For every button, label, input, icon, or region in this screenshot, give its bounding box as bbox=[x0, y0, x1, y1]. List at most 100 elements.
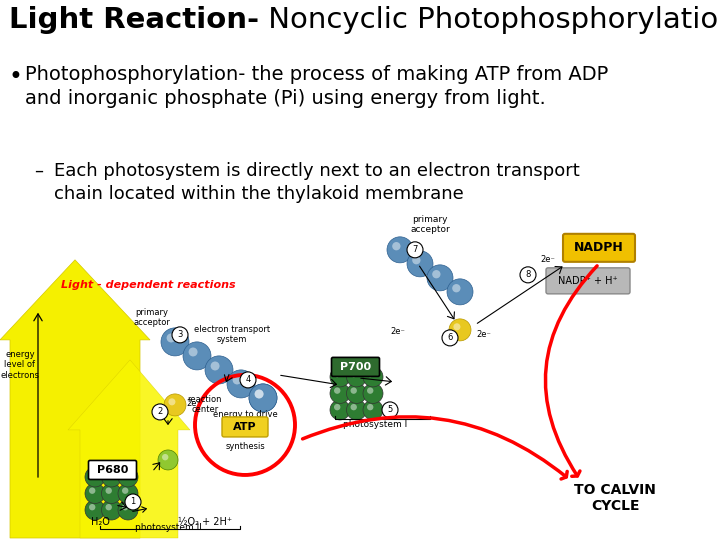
Circle shape bbox=[249, 384, 277, 412]
Circle shape bbox=[447, 279, 473, 305]
FancyBboxPatch shape bbox=[331, 357, 379, 376]
Circle shape bbox=[351, 371, 357, 377]
Circle shape bbox=[334, 371, 341, 377]
Text: 6: 6 bbox=[447, 333, 453, 342]
Text: TO CALVIN
CYCLE: TO CALVIN CYCLE bbox=[574, 483, 656, 513]
Circle shape bbox=[102, 467, 122, 487]
Circle shape bbox=[520, 267, 536, 283]
Text: 2e⁻: 2e⁻ bbox=[540, 255, 555, 265]
Circle shape bbox=[161, 328, 189, 356]
Text: P680: P680 bbox=[96, 465, 128, 475]
Polygon shape bbox=[0, 260, 150, 538]
Circle shape bbox=[351, 387, 357, 394]
Circle shape bbox=[152, 404, 168, 420]
Circle shape bbox=[166, 334, 176, 342]
Text: P700: P700 bbox=[340, 362, 371, 372]
Text: 2e⁻: 2e⁻ bbox=[476, 330, 491, 339]
Circle shape bbox=[412, 256, 420, 265]
Circle shape bbox=[363, 400, 383, 420]
Circle shape bbox=[449, 319, 471, 341]
Circle shape bbox=[367, 371, 374, 377]
Circle shape bbox=[330, 367, 350, 387]
Text: 2e⁻: 2e⁻ bbox=[186, 400, 201, 408]
Circle shape bbox=[164, 394, 186, 416]
Circle shape bbox=[255, 389, 264, 399]
Circle shape bbox=[106, 504, 112, 510]
Circle shape bbox=[407, 251, 433, 277]
Circle shape bbox=[118, 500, 138, 520]
FancyBboxPatch shape bbox=[222, 417, 268, 437]
Circle shape bbox=[249, 384, 277, 412]
Circle shape bbox=[367, 387, 374, 394]
Text: ATP: ATP bbox=[233, 422, 257, 432]
Circle shape bbox=[122, 504, 128, 510]
Text: primary
acceptor: primary acceptor bbox=[410, 215, 450, 234]
Circle shape bbox=[89, 488, 95, 494]
Circle shape bbox=[346, 400, 366, 420]
Circle shape bbox=[89, 471, 95, 477]
Text: Noncyclic Photophosphorylation: Noncyclic Photophosphorylation bbox=[258, 6, 720, 35]
Circle shape bbox=[452, 284, 461, 292]
Text: 8: 8 bbox=[526, 271, 531, 279]
Text: synthesis: synthesis bbox=[225, 442, 265, 451]
Text: Each photosystem is directly next to an electron transport
chain located within : Each photosystem is directly next to an … bbox=[54, 162, 580, 203]
Circle shape bbox=[233, 375, 242, 384]
Text: primary
acceptor: primary acceptor bbox=[134, 308, 171, 327]
Circle shape bbox=[334, 387, 341, 394]
Text: –: – bbox=[35, 162, 44, 180]
Circle shape bbox=[125, 494, 141, 510]
Text: NADPH: NADPH bbox=[574, 241, 624, 254]
Text: reaction
center: reaction center bbox=[188, 395, 222, 414]
Circle shape bbox=[85, 483, 105, 503]
Circle shape bbox=[346, 367, 366, 387]
Circle shape bbox=[432, 270, 441, 278]
Text: 2e⁻: 2e⁻ bbox=[390, 327, 405, 336]
Circle shape bbox=[363, 367, 383, 387]
Text: H₂O: H₂O bbox=[91, 517, 109, 527]
Circle shape bbox=[330, 383, 350, 403]
Text: photosystem II: photosystem II bbox=[135, 523, 202, 532]
Circle shape bbox=[255, 389, 264, 399]
FancyBboxPatch shape bbox=[563, 234, 635, 262]
Text: NADP⁺ + H⁺: NADP⁺ + H⁺ bbox=[558, 276, 618, 286]
Circle shape bbox=[122, 471, 128, 477]
Circle shape bbox=[407, 242, 423, 258]
Circle shape bbox=[118, 467, 138, 487]
Circle shape bbox=[346, 383, 366, 403]
Circle shape bbox=[351, 404, 357, 410]
Circle shape bbox=[205, 356, 233, 384]
Text: Photophosphorylation- the process of making ATP from ADP
and inorganic phosphate: Photophosphorylation- the process of mak… bbox=[25, 65, 608, 108]
FancyBboxPatch shape bbox=[546, 268, 630, 294]
Circle shape bbox=[102, 500, 122, 520]
Text: ½O₂ + 2H⁺: ½O₂ + 2H⁺ bbox=[178, 517, 232, 527]
Circle shape bbox=[240, 372, 256, 388]
Circle shape bbox=[227, 370, 255, 398]
Circle shape bbox=[367, 404, 374, 410]
Text: 1: 1 bbox=[130, 497, 135, 507]
Circle shape bbox=[334, 404, 341, 410]
Text: 5: 5 bbox=[387, 406, 392, 414]
Polygon shape bbox=[68, 360, 190, 538]
Text: Light - dependent reactions: Light - dependent reactions bbox=[60, 280, 235, 290]
Circle shape bbox=[85, 467, 105, 487]
Circle shape bbox=[442, 330, 458, 346]
Text: energy
level of
electrons: energy level of electrons bbox=[1, 350, 40, 380]
Circle shape bbox=[122, 488, 128, 494]
Circle shape bbox=[106, 471, 112, 477]
Circle shape bbox=[189, 347, 197, 356]
Text: 4: 4 bbox=[246, 375, 251, 384]
Circle shape bbox=[363, 383, 383, 403]
Circle shape bbox=[454, 323, 461, 330]
Circle shape bbox=[158, 450, 178, 470]
FancyBboxPatch shape bbox=[89, 461, 137, 480]
Circle shape bbox=[118, 483, 138, 503]
Text: •: • bbox=[9, 65, 22, 89]
Circle shape bbox=[392, 242, 400, 251]
Text: 2: 2 bbox=[158, 407, 163, 416]
Text: 3: 3 bbox=[177, 330, 183, 339]
Circle shape bbox=[89, 504, 95, 510]
Text: energy to drive: energy to drive bbox=[212, 410, 277, 420]
Text: photosystem I: photosystem I bbox=[343, 420, 407, 429]
Circle shape bbox=[183, 342, 211, 370]
Circle shape bbox=[168, 399, 176, 406]
